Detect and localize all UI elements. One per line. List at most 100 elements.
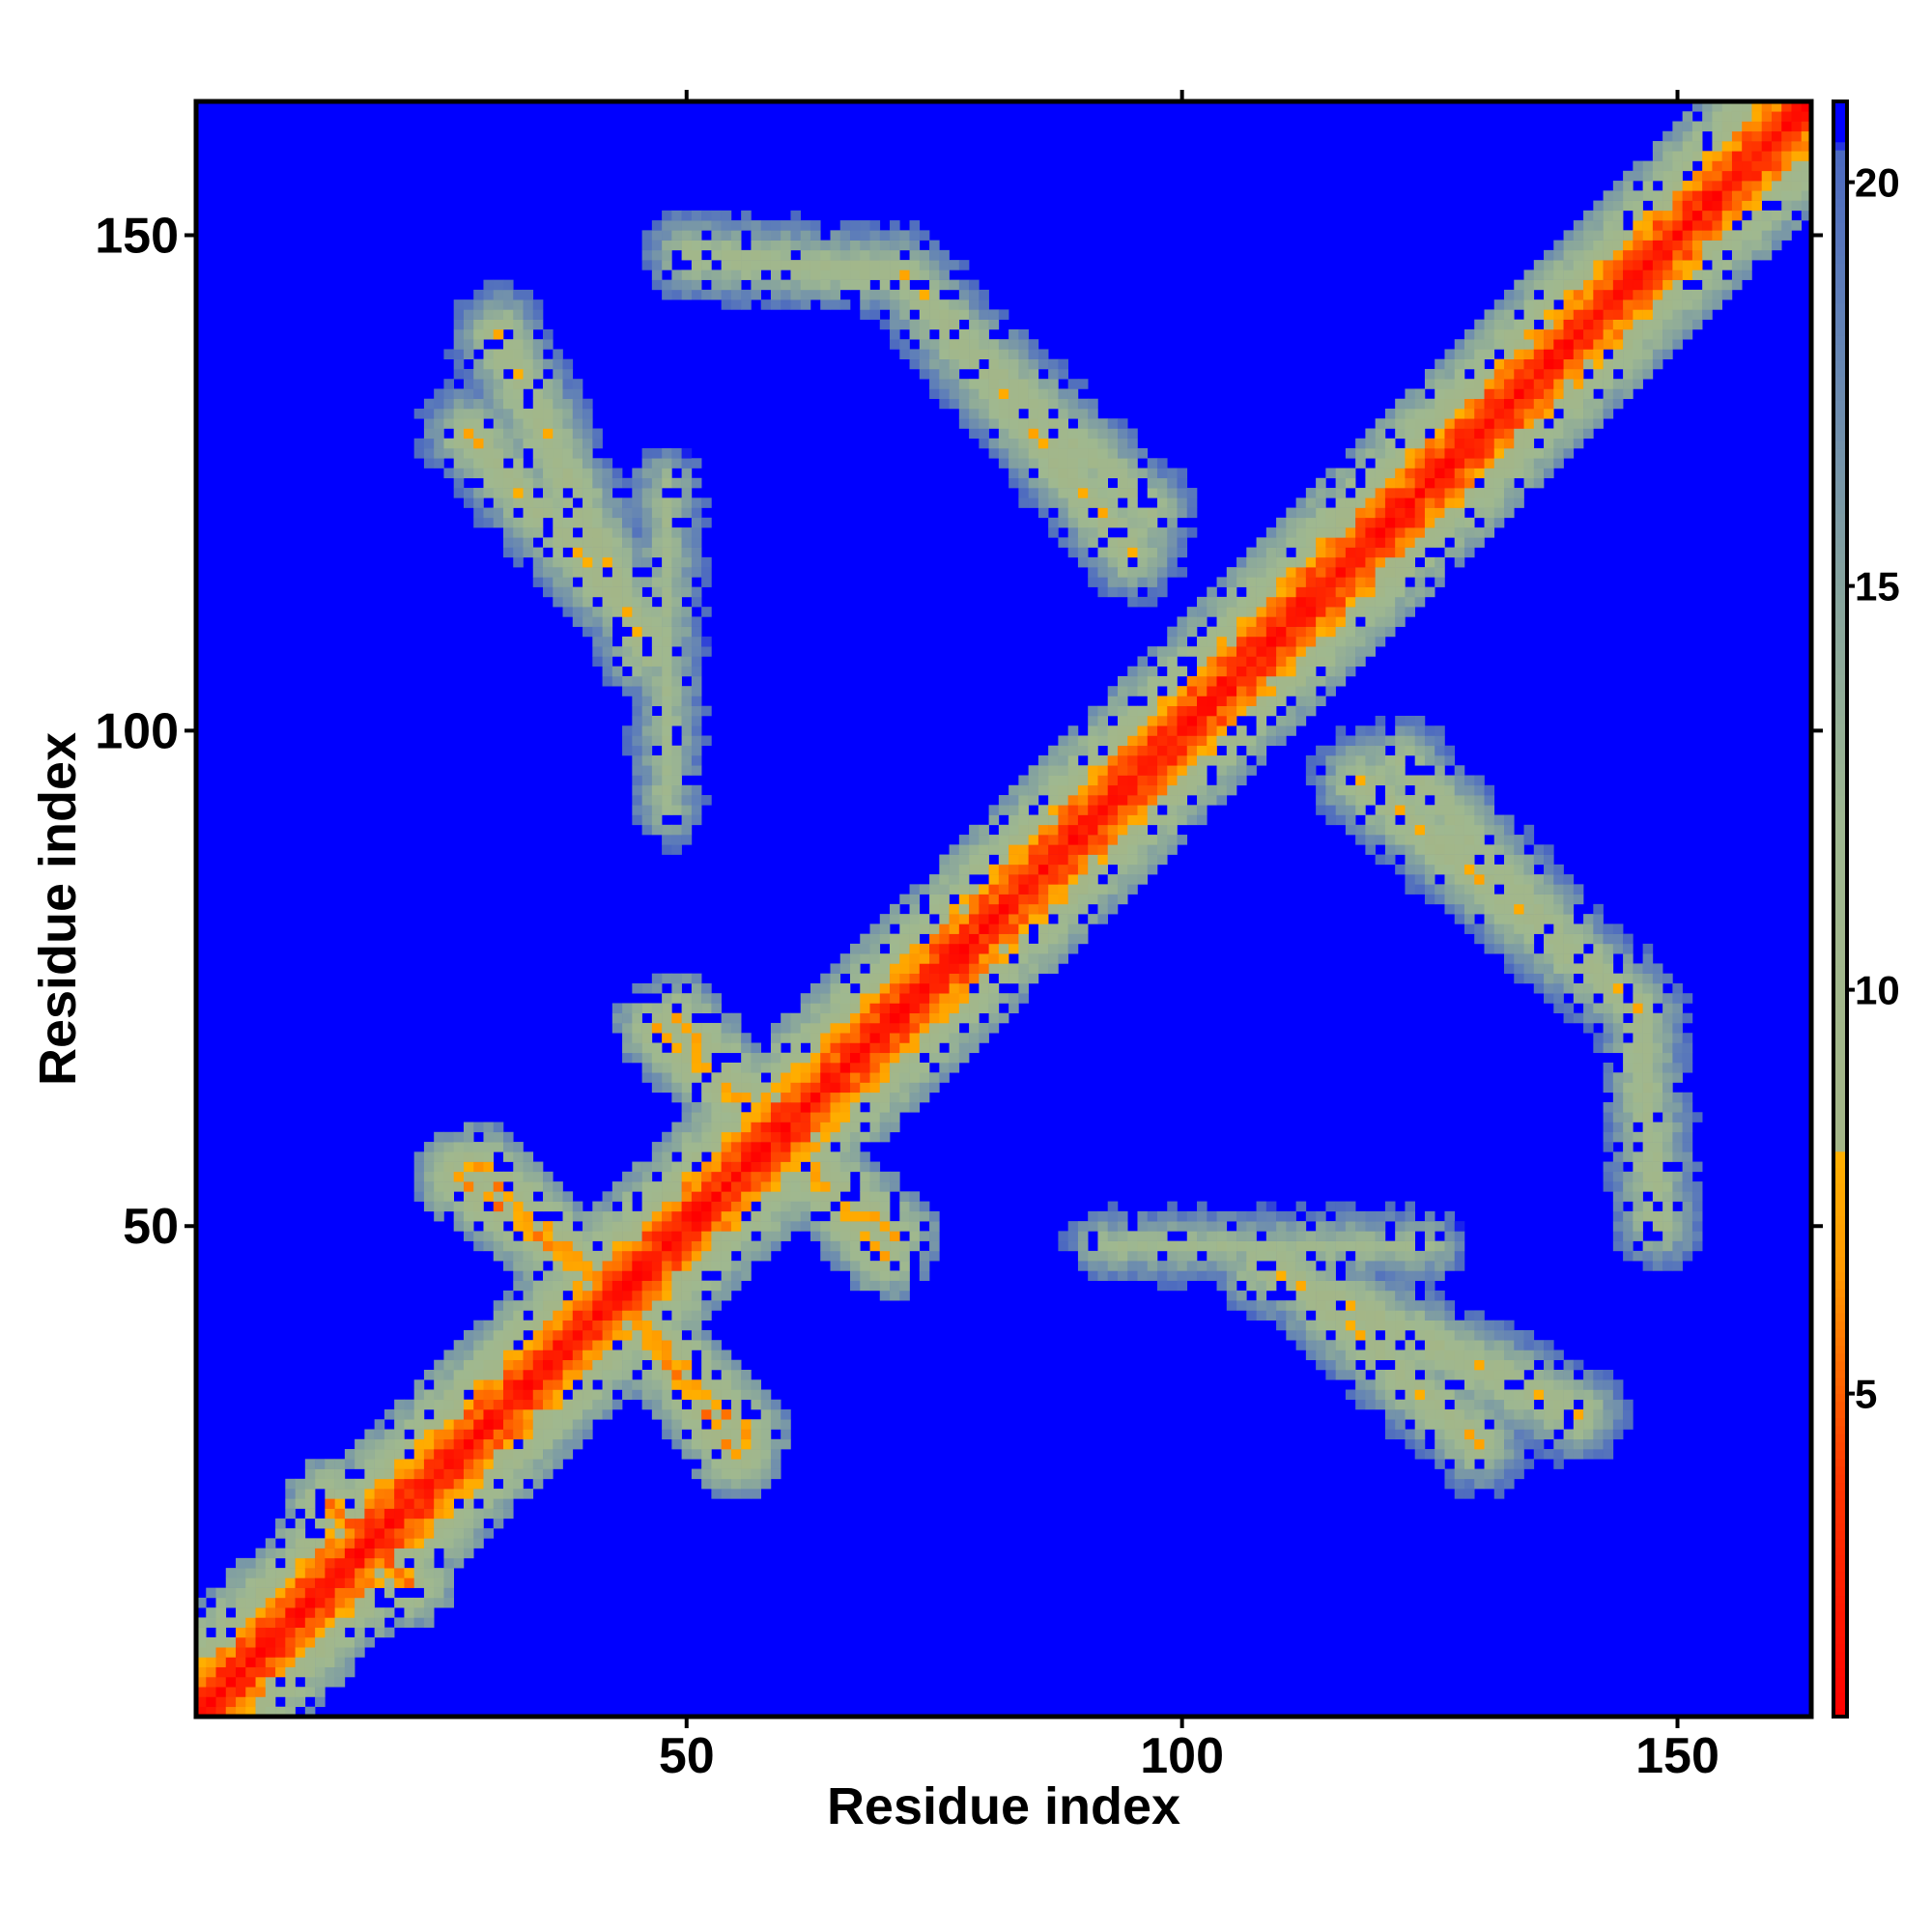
heatmap-cell	[295, 1687, 306, 1697]
heatmap-cell	[988, 923, 1000, 934]
heatmap-cell	[1207, 1221, 1217, 1232]
heatmap-cell	[443, 408, 454, 419]
heatmap-cell	[879, 1022, 891, 1034]
heatmap-cell	[701, 1082, 712, 1094]
heatmap-cell	[751, 1250, 761, 1262]
heatmap-cell	[215, 1666, 227, 1678]
heatmap-cell	[304, 1468, 316, 1480]
heatmap-cell	[553, 1379, 563, 1390]
heatmap-cell	[958, 982, 970, 994]
heatmap-cell	[523, 1210, 534, 1222]
heatmap-cell	[1335, 616, 1347, 627]
heatmap-cell	[285, 1538, 296, 1548]
heatmap-cell	[453, 1359, 465, 1371]
heatmap-cell	[1236, 735, 1247, 747]
heatmap-cell	[810, 1151, 821, 1162]
heatmap-cell	[830, 993, 841, 1004]
heatmap-cell	[651, 240, 663, 251]
heatmap-cell	[553, 1221, 563, 1232]
heatmap-cell	[681, 1359, 693, 1371]
heatmap-cell	[572, 379, 583, 389]
heatmap-cell	[1305, 567, 1317, 578]
heatmap-cell	[1167, 715, 1178, 726]
heatmap-cell	[1305, 507, 1317, 519]
heatmap-cell	[1335, 1250, 1347, 1262]
heatmap-cell	[513, 1489, 524, 1499]
heatmap-cell	[1186, 1270, 1198, 1281]
heatmap-cell	[830, 230, 841, 241]
heatmap-cell	[632, 745, 642, 756]
heatmap-cell	[483, 1369, 495, 1380]
heatmap-cell	[850, 953, 861, 964]
heatmap-cell	[1088, 835, 1098, 845]
heatmap-cell	[681, 1171, 693, 1182]
heatmap-cell	[543, 448, 554, 459]
heatmap-cell	[453, 1508, 465, 1520]
heatmap-cell	[711, 1478, 722, 1490]
heatmap-cell	[374, 1429, 385, 1440]
heatmap-cell	[1117, 1210, 1128, 1222]
heatmap-cell	[1107, 755, 1119, 766]
heatmap-cell	[691, 646, 702, 657]
heatmap-cell	[721, 1429, 732, 1440]
heatmap-cell	[760, 1181, 772, 1192]
heatmap-cell	[1186, 1231, 1198, 1241]
heatmap-cell	[958, 309, 970, 320]
heatmap-cell	[1018, 824, 1029, 836]
heatmap-cell	[691, 616, 702, 627]
heatmap-cell	[1067, 398, 1079, 410]
heatmap-cell	[1107, 745, 1119, 756]
heatmap-cell	[949, 933, 960, 945]
heatmap-cell	[236, 1577, 246, 1588]
heatmap-cell	[1305, 755, 1317, 766]
heatmap-cell	[374, 1557, 385, 1569]
heatmap-cell	[1077, 1231, 1089, 1241]
heatmap-cell	[890, 953, 900, 964]
heatmap-cell	[632, 1359, 642, 1371]
heatmap-cell	[711, 1379, 722, 1390]
heatmap-cell	[532, 1171, 544, 1182]
heatmap-cell	[394, 1557, 405, 1569]
heatmap-cell	[1246, 675, 1257, 687]
heatmap-cell	[850, 1012, 861, 1024]
heatmap-cell	[781, 1231, 791, 1241]
heatmap-cell	[1355, 1231, 1366, 1241]
heatmap-cell	[1037, 448, 1049, 459]
heatmap-cell	[890, 1022, 900, 1034]
heatmap-cell	[502, 1231, 514, 1241]
heatmap-cell	[532, 1300, 544, 1311]
heatmap-cell	[1405, 844, 1415, 855]
heatmap-cell	[790, 1012, 802, 1024]
heatmap-cell	[730, 1409, 742, 1420]
heatmap-cell	[473, 1350, 484, 1361]
heatmap-cell	[622, 1290, 633, 1301]
heatmap-cell	[543, 379, 554, 389]
heatmap-cell	[502, 497, 514, 508]
heatmap-cell	[622, 1033, 633, 1043]
heatmap-cell	[404, 1518, 414, 1529]
heatmap-cell	[632, 775, 642, 786]
heatmap-cell	[582, 626, 593, 638]
heatmap-cell	[1009, 933, 1019, 945]
heatmap-cell	[1107, 735, 1119, 747]
heatmap-cell	[741, 1438, 752, 1450]
heatmap-cell	[1335, 755, 1347, 766]
heatmap-cell	[949, 349, 960, 359]
heatmap-cell	[1345, 577, 1356, 587]
heatmap-cell	[295, 1489, 306, 1499]
heatmap-cell	[1156, 675, 1168, 687]
heatmap-cell	[751, 1181, 761, 1192]
heatmap-cell	[602, 1300, 613, 1311]
heatmap-cell	[1384, 507, 1396, 519]
heatmap-cell	[1375, 537, 1386, 548]
heatmap-cell	[285, 1696, 296, 1708]
heatmap-cell	[1097, 795, 1109, 806]
heatmap-cell	[691, 458, 702, 469]
heatmap-cell	[651, 1399, 663, 1410]
heatmap-cell	[295, 1657, 306, 1668]
heatmap-cell	[770, 299, 781, 310]
heatmap-cell	[839, 1201, 851, 1212]
heatmap-cell	[413, 1568, 425, 1578]
heatmap-cell	[265, 1577, 276, 1588]
heatmap-cell	[592, 428, 603, 440]
